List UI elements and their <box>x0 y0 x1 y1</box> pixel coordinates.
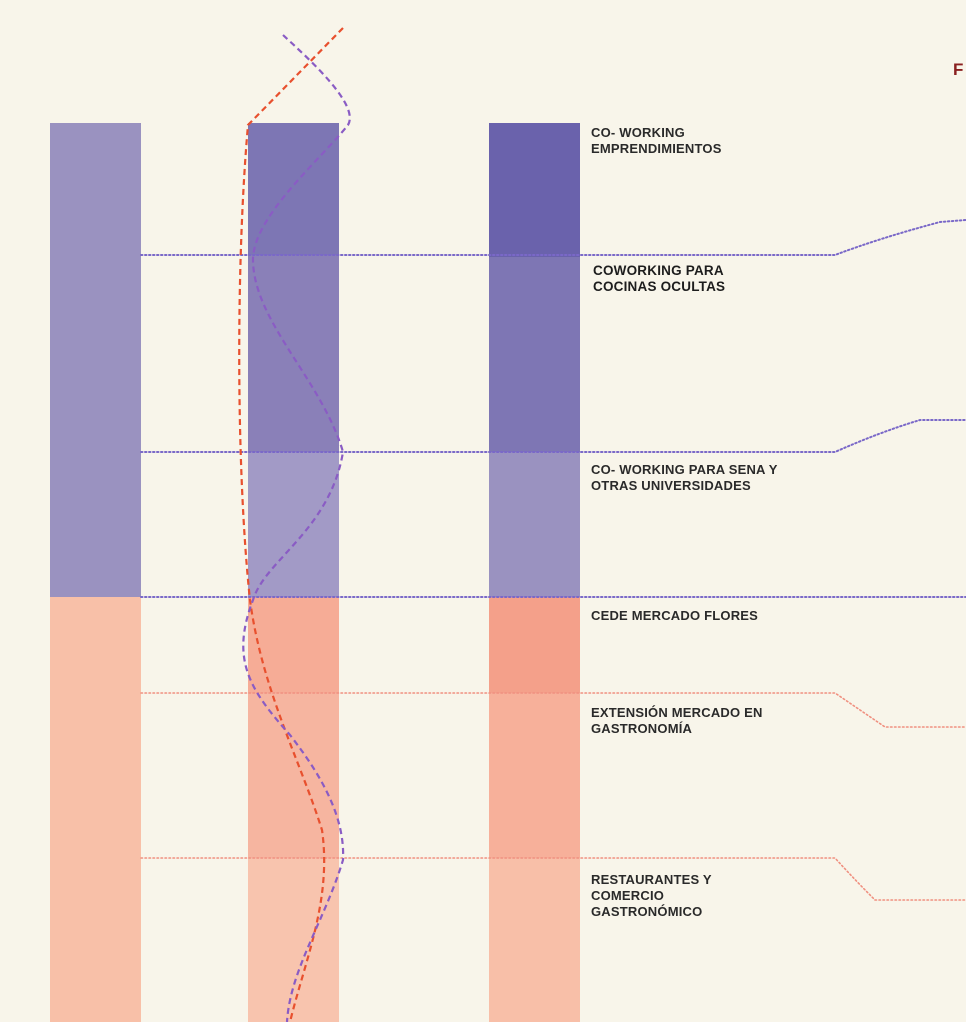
guide-line-sena <box>140 419 966 453</box>
guide-line-cocinas <box>140 219 966 256</box>
header-fragment: F <box>953 60 964 79</box>
column-2-segment-3 <box>248 452 339 597</box>
column-1-salmon-block <box>50 597 141 1022</box>
column-3-segment-2 <box>489 257 580 452</box>
label-extension-mercado: EXTENSIÓN MERCADO EN GASTRONOMÍA <box>591 705 763 736</box>
guide-line-extension <box>140 692 966 728</box>
column-3-segment-5 <box>489 693 580 858</box>
label-cede-mercado: CEDE MERCADO FLORES <box>591 608 759 623</box>
column-1-purple-block <box>50 123 141 597</box>
purple-dashed-curve <box>242 34 351 1022</box>
column-2-segment-5 <box>248 693 339 858</box>
column-3-segment-1 <box>489 123 580 257</box>
label-coworking-sena: CO- WORKING PARA SENA Y OTRAS UNIVERSIDA… <box>591 462 778 493</box>
label-coworking-cocinas: COWORKING PARA COCINAS OCULTAS <box>593 263 726 294</box>
column-3-segment-3 <box>489 452 580 597</box>
column-2-segment-4 <box>248 597 339 693</box>
guide-line-restaurantes <box>140 857 966 901</box>
column-2-segment-2 <box>248 255 339 452</box>
label-coworking-emprendimientos: CO- WORKING EMPRENDIMIENTOS <box>591 125 722 156</box>
column-2-segment-6 <box>248 858 339 1022</box>
column-3-segment-6 <box>489 858 580 1022</box>
red-dashed-curve <box>238 27 344 1022</box>
column-2-segment-1 <box>248 123 339 255</box>
column-3-segment-4 <box>489 597 580 693</box>
label-restaurantes: RESTAURANTES Y COMERCIO GASTRONÓMICO <box>591 872 712 919</box>
